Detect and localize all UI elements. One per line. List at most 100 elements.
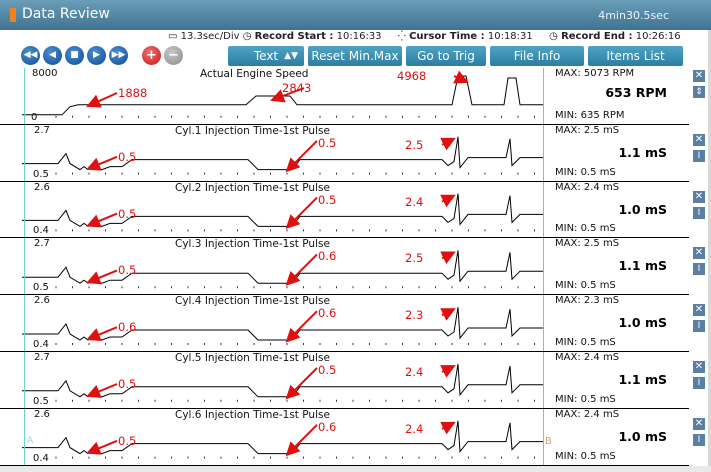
max-value: MAX: 2.4 mS — [555, 408, 620, 420]
previous-button[interactable]: ◀ — [43, 46, 62, 65]
annotation-arrow — [270, 87, 305, 103]
stats-panel: MAX: 2.4 mS 1.0 mS MIN: 0.5 mS ✕ I — [555, 409, 705, 466]
annotation-label: 0.5 — [118, 149, 137, 164]
annotation-label: 0.5 — [118, 433, 137, 448]
panel-title: Cyl.4 Injection Time-1st Pulse — [175, 295, 330, 308]
scale-toggle-icon[interactable]: I — [693, 433, 705, 446]
close-icon[interactable]: ✕ — [693, 361, 705, 373]
annotation-arrow — [285, 367, 318, 400]
stop-button[interactable]: ■ — [65, 46, 84, 65]
annotation-label: 0.6 — [118, 320, 137, 335]
reset-min-max-button[interactable]: Reset Min.Max — [308, 46, 402, 66]
annotation-label: 2843 — [282, 81, 312, 95]
window-border — [708, 30, 711, 472]
panel-title: Cyl.3 Injection Time-1st Pulse — [175, 238, 330, 251]
min-value: MIN: 0.5 mS — [555, 223, 616, 235]
min-value: MIN: 0.5 mS — [555, 336, 616, 348]
rewind-button[interactable]: ◀◀ — [21, 46, 40, 65]
panel-separator — [0, 407, 689, 409]
time-div-icon: ▭ — [168, 31, 178, 42]
annotation-label: 2.4 — [405, 194, 424, 209]
scale-max-label: 2.6 — [34, 181, 50, 193]
annotation-arrow — [440, 365, 456, 378]
rewind-icon: ◀◀ — [23, 50, 38, 60]
fast-forward-icon: ▶▶ — [111, 50, 126, 60]
add-button[interactable]: + — [142, 46, 161, 65]
items-list-button[interactable]: Items List — [588, 46, 683, 66]
play-button[interactable]: ▶ — [87, 46, 106, 65]
annotation-label: 0.5 — [318, 135, 337, 150]
dropdown-arrows-icon: ▲▼ — [284, 51, 298, 61]
annotation-label: 0.6 — [318, 306, 337, 321]
scale-max-label: 2.6 — [34, 295, 50, 307]
scale-min-label: 0.5 — [33, 395, 49, 407]
panel-separator — [0, 294, 689, 296]
scale-toggle-icon[interactable]: ⇕ — [693, 86, 705, 98]
scale-min-label: 0.5 — [33, 282, 49, 294]
annotation-label: 2.4 — [405, 421, 424, 436]
close-icon[interactable]: ✕ — [693, 70, 705, 82]
signal-trace — [22, 307, 543, 341]
scale-toggle-icon[interactable]: I — [693, 263, 705, 276]
scale-max-label: 8000 — [32, 68, 58, 79]
scale-min-label: 0 — [31, 111, 38, 123]
min-value: MIN: 0.5 mS — [555, 393, 616, 405]
record-info-line: ▭ 13.3sec/Div ◷ Record Start : 10:16:33 … — [168, 31, 681, 42]
signal-trace — [22, 363, 543, 398]
close-icon[interactable]: ✕ — [693, 133, 705, 146]
go-to-trig-button[interactable]: Go to Trig — [406, 46, 486, 66]
text-dropdown[interactable]: Text ▲▼ — [228, 46, 304, 66]
cursor-time: 10:18:31 — [487, 31, 533, 42]
status-strip — [0, 466, 711, 472]
fast-forward-button[interactable]: ▶▶ — [109, 46, 128, 65]
scale-toggle-icon[interactable]: I — [693, 377, 705, 389]
cursor-b-label: B — [545, 436, 552, 447]
stats-panel: MAX: 2.4 mS 1.0 mS MIN: 0.5 mS ✕ I — [555, 182, 705, 239]
file-info-button[interactable]: File Info — [490, 46, 584, 66]
annotation-arrow — [440, 137, 456, 151]
scale-toggle-icon[interactable]: I — [693, 320, 705, 333]
annotation-label: 4968 — [397, 69, 427, 83]
annotation-label: 0.5 — [318, 192, 337, 207]
min-value: MIN: 0.5 mS — [555, 280, 616, 292]
current-value: 1.1 mS — [618, 258, 667, 274]
title-bar: Data Review 4min30.5sec — [0, 0, 711, 30]
scale-min-label: 0.4 — [33, 225, 49, 237]
current-value: 1.1 mS — [618, 372, 667, 387]
record-start-label: Record Start : — [254, 31, 334, 42]
scale-toggle-icon[interactable]: I — [693, 206, 705, 219]
annotation-label: 0.5 — [318, 363, 337, 377]
annotation-label: 2.4 — [405, 365, 424, 379]
current-value: 653 RPM — [605, 85, 667, 100]
remove-button[interactable]: − — [164, 46, 183, 65]
current-value: 1.0 mS — [618, 201, 667, 217]
scale-max-label: 2.6 — [34, 408, 50, 420]
cursor-a-line[interactable] — [24, 68, 25, 466]
toolbar: ◀◀ ◀ ■ ▶ ▶▶ + − Text ▲▼ Reset Min.Max Go… — [0, 44, 711, 68]
stats-panel: MAX: 5073 RPM 653 RPM MIN: 635 RPM ✕ ⇕ — [555, 68, 705, 125]
signal-trace — [22, 136, 543, 171]
cursor-a-label: A — [27, 436, 34, 446]
annotation-arrow — [86, 155, 118, 171]
close-icon[interactable]: ✕ — [693, 304, 705, 317]
scale-toggle-icon[interactable]: I — [693, 149, 705, 162]
stats-panel: MAX: 2.5 mS 1.1 mS MIN: 0.5 mS ✕ I — [555, 238, 705, 295]
max-value: MAX: 2.3 mS — [555, 295, 620, 307]
close-icon[interactable]: ✕ — [693, 417, 705, 430]
remove-icon: − — [168, 48, 179, 63]
close-icon[interactable]: ✕ — [693, 247, 705, 260]
time-div: 13.3sec/Div — [180, 31, 240, 42]
panel-title: Cyl.1 Injection Time-1st Pulse — [175, 124, 330, 137]
close-icon[interactable]: ✕ — [693, 190, 705, 203]
record-start: 10:16:33 — [336, 31, 382, 42]
max-value: MAX: 2.4 mS — [555, 181, 620, 193]
cursor-b-line[interactable] — [543, 68, 544, 466]
annotation-arrow — [285, 424, 318, 457]
annotation-arrow — [440, 251, 456, 265]
panel-title: Cyl.6 Injection Time-1st Pulse — [175, 408, 330, 421]
annotation-arrow — [453, 70, 469, 84]
annotation-arrow — [86, 269, 118, 285]
max-value: MAX: 5073 RPM — [555, 68, 635, 79]
panel-separator — [0, 351, 689, 352]
current-value: 1.0 mS — [618, 315, 667, 331]
